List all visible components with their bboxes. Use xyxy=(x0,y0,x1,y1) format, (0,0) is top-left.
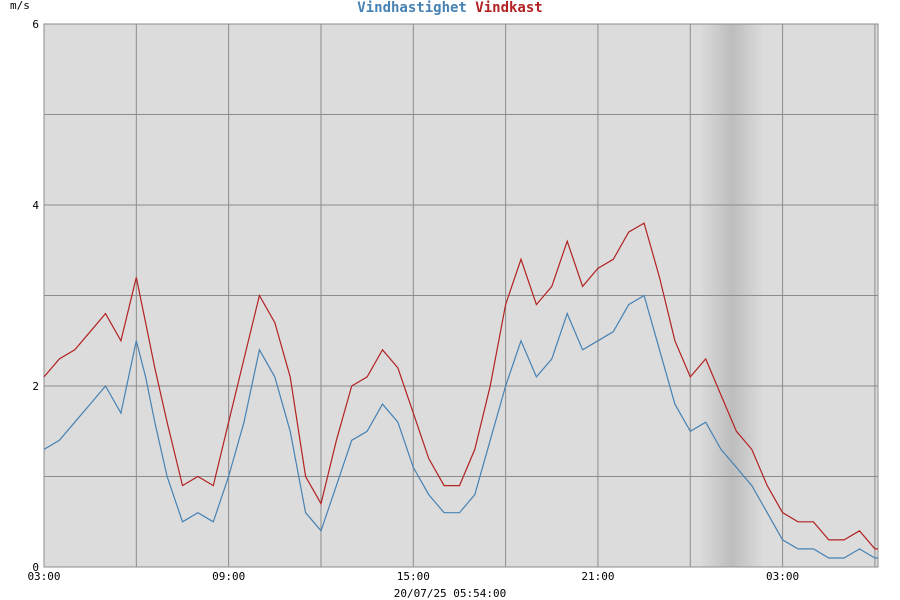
title-part: Vindhastighet xyxy=(357,0,467,16)
y-tick-label: 2 xyxy=(32,380,39,393)
y-tick-labels: 0 2 4 6 xyxy=(32,18,39,574)
x-tick-label: 21:00 xyxy=(581,570,614,583)
x-tick-label: 03:00 xyxy=(766,570,799,583)
x-tick-labels: 03:00 09:00 15:00 21:00 03:00 xyxy=(27,570,799,583)
grid-lines xyxy=(43,23,879,568)
y-tick-label: 4 xyxy=(32,199,39,212)
y-tick-label: 6 xyxy=(32,18,39,31)
x-tick-label: 09:00 xyxy=(212,570,245,583)
x-tick-label: 15:00 xyxy=(397,570,430,583)
plot-border xyxy=(43,23,879,568)
series-group xyxy=(43,222,878,559)
y-tick-label: 0 xyxy=(32,561,39,574)
series-line xyxy=(43,222,878,550)
y-axis-unit: m/s xyxy=(10,0,30,12)
x-tick-label: 03:00 xyxy=(27,570,60,583)
chart-title: Vindhastighet Vindkast xyxy=(357,0,542,16)
x-axis-label: 20/07/25 05:54:00 xyxy=(394,587,507,600)
series-line xyxy=(43,294,878,559)
title-part: Vindkast xyxy=(467,0,543,16)
